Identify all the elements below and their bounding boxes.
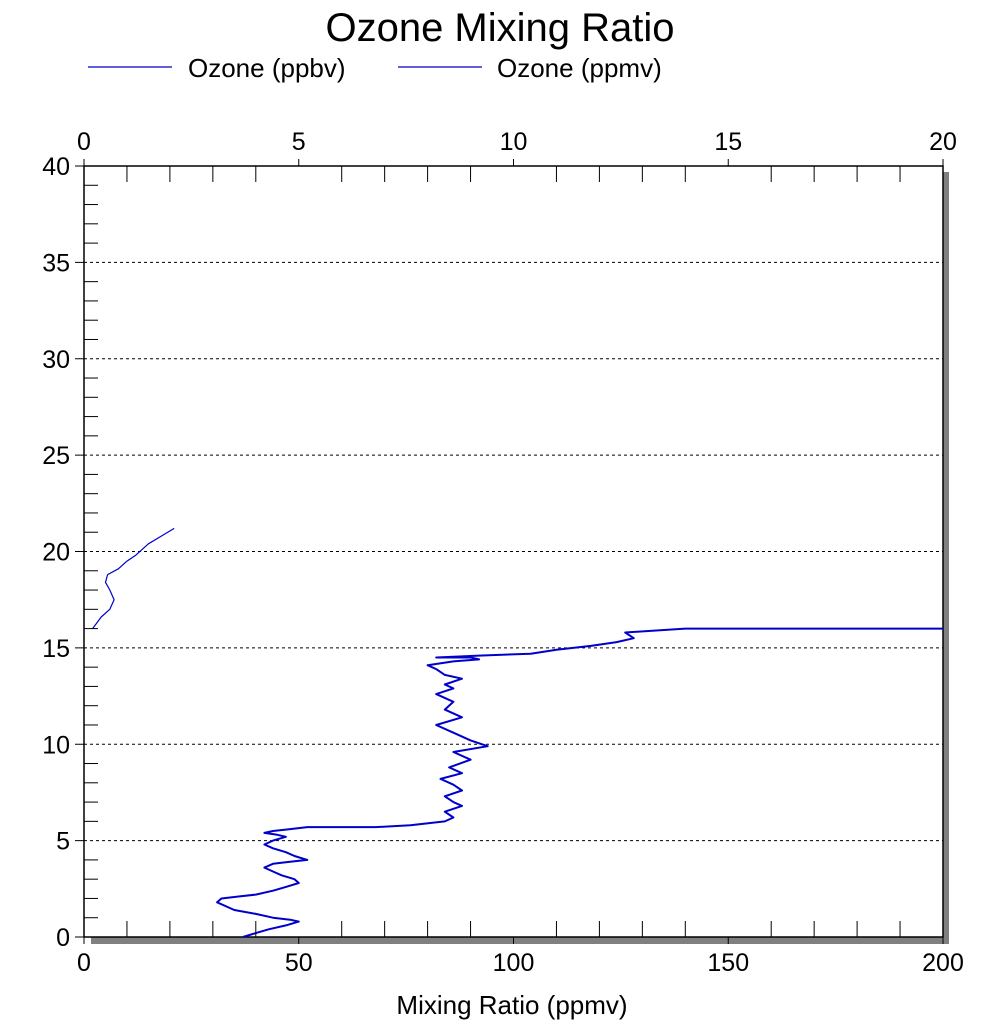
x-top-tick-label-0: 0 <box>77 128 91 156</box>
x-top-tick-label-20: 20 <box>929 128 957 156</box>
legend-label-ppbv: Ozone (ppbv) <box>188 53 346 83</box>
legend: Ozone (ppbv) Ozone (ppmv) <box>88 53 662 83</box>
series-layer <box>92 527 943 938</box>
x-bottom-tick-label-0: 0 <box>77 949 91 977</box>
x-top-tick-label-15: 15 <box>714 128 742 156</box>
y-tick-label-5: 5 <box>56 828 70 856</box>
x-bottom-tick-label-200: 200 <box>922 949 964 977</box>
series-line-ppbv <box>216 627 943 938</box>
x-bottom-tick-label-100: 100 <box>493 949 535 977</box>
axis-ticks <box>75 159 944 944</box>
y-tick-label-0: 0 <box>56 924 70 952</box>
x-axis-label: Mixing Ratio (ppmv) <box>396 990 627 1020</box>
y-tick-label-10: 10 <box>42 731 70 759</box>
plot-shadow-right <box>943 172 949 944</box>
y-tick-label-35: 35 <box>42 249 70 277</box>
legend-label-ppmv: Ozone (ppmv) <box>497 53 662 83</box>
y-tick-label-20: 20 <box>42 539 70 567</box>
x-bottom-tick-label-150: 150 <box>707 949 749 977</box>
plot-shadow-bottom <box>91 937 949 944</box>
chart-title: Ozone Mixing Ratio <box>325 6 674 50</box>
y-tick-label-25: 25 <box>42 442 70 470</box>
x-top-tick-label-10: 10 <box>500 128 528 156</box>
y-tick-label-40: 40 <box>42 153 70 181</box>
y-tick-label-15: 15 <box>42 635 70 663</box>
x-top-tick-label-5: 5 <box>292 128 306 156</box>
y-tick-label-30: 30 <box>42 346 70 374</box>
series-line-ppmv <box>92 527 175 629</box>
gridlines <box>84 261 943 842</box>
x-bottom-tick-label-50: 50 <box>285 949 313 977</box>
plot-area <box>83 165 949 944</box>
